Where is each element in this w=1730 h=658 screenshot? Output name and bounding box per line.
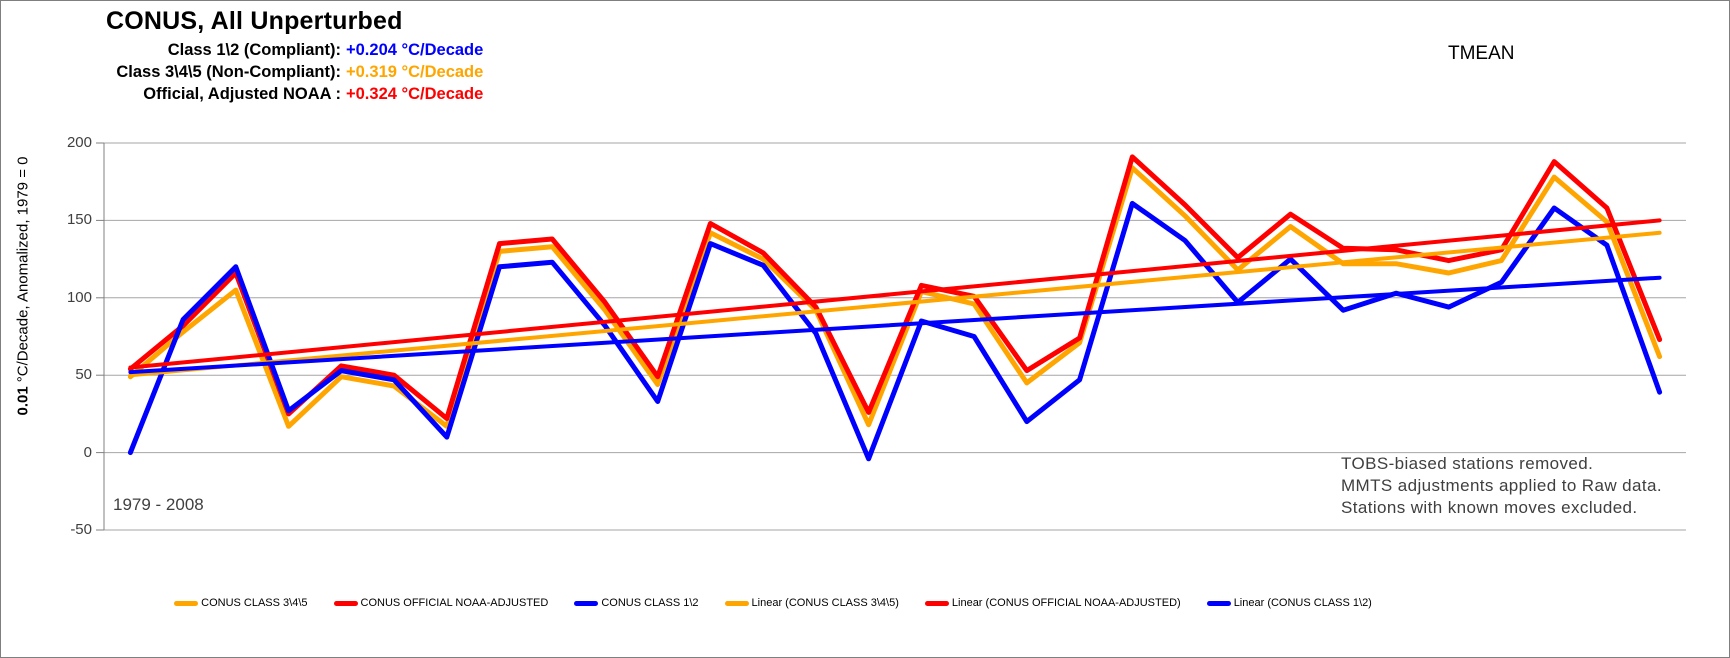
legend-label: CONUS CLASS 3\4\5 — [201, 597, 308, 609]
y-axis-title: 0.01 °C/Decade, Anomalized, 1979 = 0 — [15, 157, 32, 416]
legend-item: CONUS CLASS 1\2 — [574, 597, 699, 609]
annotation-textbox: TOBS-biased stations removed. MMTS adjust… — [1341, 453, 1662, 519]
annotation-line: Stations with known moves excluded. — [1341, 498, 1638, 517]
y-axis-title-bold: 0.01 — [14, 386, 32, 416]
legend-swatch-icon — [924, 600, 949, 606]
stat-label: Class 3\4\5 (Non-Compliant): — [116, 63, 341, 81]
legend-label: CONUS OFFICIAL NOAA-ADJUSTED — [360, 597, 549, 609]
y-axis-title-rest: °C/Decade, Anomalized, 1979 = 0 — [14, 156, 32, 383]
stat-label: Official, Adjusted NOAA : — [143, 85, 341, 103]
legend: CONUS CLASS 3\4\5 CONUS OFFICIAL NOAA-ADJ… — [1, 597, 1545, 609]
legend-item: Linear (CONUS CLASS 1\2) — [1206, 597, 1372, 609]
legend-swatch-icon — [724, 600, 749, 606]
stat-row-official-noaa: Official, Adjusted NOAA : +0.324 °C/Deca… — [89, 83, 483, 105]
y-tick-label: 150 — [66, 211, 92, 229]
stat-value: +0.204 °C/Decade — [346, 41, 484, 59]
y-tick-label: 0 — [83, 443, 92, 461]
series-line-conus-class-3-4-5 — [127, 165, 1663, 429]
stat-value: +0.319 °C/Decade — [346, 63, 484, 81]
annotation-line: MMTS adjustments applied to Raw data. — [1341, 476, 1662, 495]
legend-swatch-icon — [1206, 600, 1231, 606]
y-tick-label: 50 — [75, 366, 92, 384]
y-tick-label: -50 — [70, 521, 92, 538]
legend-label: CONUS CLASS 1\2 — [601, 597, 699, 609]
series-line-conus-class-1-2 — [127, 200, 1663, 462]
trendline-linear-conus-class-1-2- — [128, 275, 1662, 375]
legend-item: CONUS OFFICIAL NOAA-ADJUSTED — [333, 597, 549, 609]
y-tick-label: 100 — [66, 288, 92, 306]
legend-swatch-icon — [174, 600, 199, 606]
x-range-label: 1979 - 2008 — [113, 495, 204, 514]
stat-row-class12: Class 1\2 (Compliant): +0.204 °C/Decade — [89, 39, 484, 61]
stat-label: Class 1\2 (Compliant): — [167, 41, 341, 59]
legend-swatch-icon — [574, 600, 599, 606]
legend-label: Linear (CONUS OFFICIAL NOAA-ADJUSTED) — [951, 597, 1181, 609]
y-tick-label: 200 — [66, 134, 92, 151]
trendline-linear-conus-official-noaa-adjusted- — [128, 218, 1662, 370]
page-title: CONUS, All Unperturbed — [106, 7, 403, 35]
tmean-label: TMEAN — [1448, 43, 1515, 64]
legend-label: Linear (CONUS CLASS 3\4\5) — [751, 597, 899, 609]
stat-value: +0.324 °C/Decade — [346, 85, 484, 103]
stat-row-class345: Class 3\4\5 (Non-Compliant): +0.319 °C/D… — [89, 61, 483, 83]
legend-item: Linear (CONUS OFFICIAL NOAA-ADJUSTED) — [924, 597, 1181, 609]
trendline-linear-conus-class-3-4-5- — [128, 230, 1662, 378]
legend-label: Linear (CONUS CLASS 1\2) — [1233, 597, 1372, 609]
series-line-conus-official-noaa-adjusted — [127, 154, 1663, 421]
legend-item: Linear (CONUS CLASS 3\4\5) — [724, 597, 899, 609]
legend-swatch-icon — [333, 600, 358, 606]
trend-stats-block: Class 1\2 (Compliant): +0.204 °C/Decade … — [89, 39, 483, 105]
annotation-line: TOBS-biased stations removed. — [1341, 454, 1594, 473]
legend-item: CONUS CLASS 3\4\5 — [174, 597, 308, 609]
